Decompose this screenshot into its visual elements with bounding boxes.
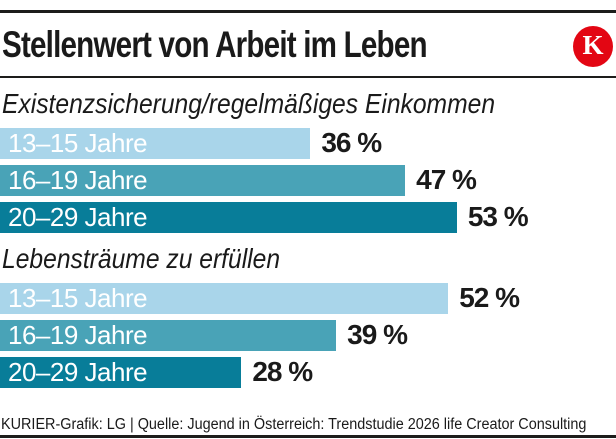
bar-row: 20–29 Jahre 28 %	[0, 357, 616, 388]
bar: 20–29 Jahre	[0, 356, 242, 388]
bar-value-label: 39 %	[347, 318, 408, 350]
bar-row: 16–19 Jahre 47 %	[0, 165, 616, 196]
bar-category-label: 20–29 Jahre	[8, 356, 148, 387]
bar: 13–15 Jahre	[0, 127, 311, 159]
bar-value-label: 53 %	[467, 200, 529, 232]
bar-value-label: 36 %	[321, 126, 382, 158]
chart-section: Lebensträume zu erfüllen 13–15 Jahre 52 % 1…	[0, 243, 616, 388]
bar-value-label: 47 %	[416, 163, 477, 195]
credits-line: KURIER-Grafik: LG | Quelle: Jugend in Ös…	[1, 415, 587, 433]
section-title: Existenzsicherung/regelmäßiges Einkommen	[2, 88, 496, 119]
section-title: Lebensträume zu erfüllen	[2, 243, 281, 274]
bar-row: 16–19 Jahre 39 %	[0, 320, 616, 351]
bar-category-label: 20–29 Jahre	[8, 201, 148, 232]
bar: 20–29 Jahre	[0, 202, 457, 233]
bar-value-label: 52 %	[459, 281, 520, 313]
bar-category-label: 13–15 Jahre	[8, 282, 148, 313]
bottom-rule	[0, 435, 616, 438]
kurier-logo-letter: K	[582, 30, 604, 60]
bar: 16–19 Jahre	[0, 319, 337, 351]
chart-section: Existenzsicherung/regelmäßiges Einkommen…	[0, 88, 616, 233]
top-rule	[0, 10, 616, 13]
bar-value-label: 28 %	[252, 355, 313, 387]
bar-category-label: 16–19 Jahre	[8, 164, 148, 195]
bar-category-label: 13–15 Jahre	[8, 127, 148, 158]
bar-row: 13–15 Jahre 52 %	[0, 283, 616, 314]
header-divider	[0, 76, 616, 78]
kurier-logo-icon: K	[573, 26, 613, 67]
bar: 16–19 Jahre	[0, 164, 406, 196]
bar-row: 20–29 Jahre 53 %	[0, 202, 616, 233]
bar-category-label: 16–19 Jahre	[8, 319, 148, 350]
bar-row: 13–15 Jahre 36 %	[0, 128, 616, 159]
chart-area: Existenzsicherung/regelmäßiges Einkommen…	[0, 78, 616, 394]
bar: 13–15 Jahre	[0, 282, 449, 314]
page-title: Stellenwert von Arbeit im Leben	[2, 24, 428, 65]
